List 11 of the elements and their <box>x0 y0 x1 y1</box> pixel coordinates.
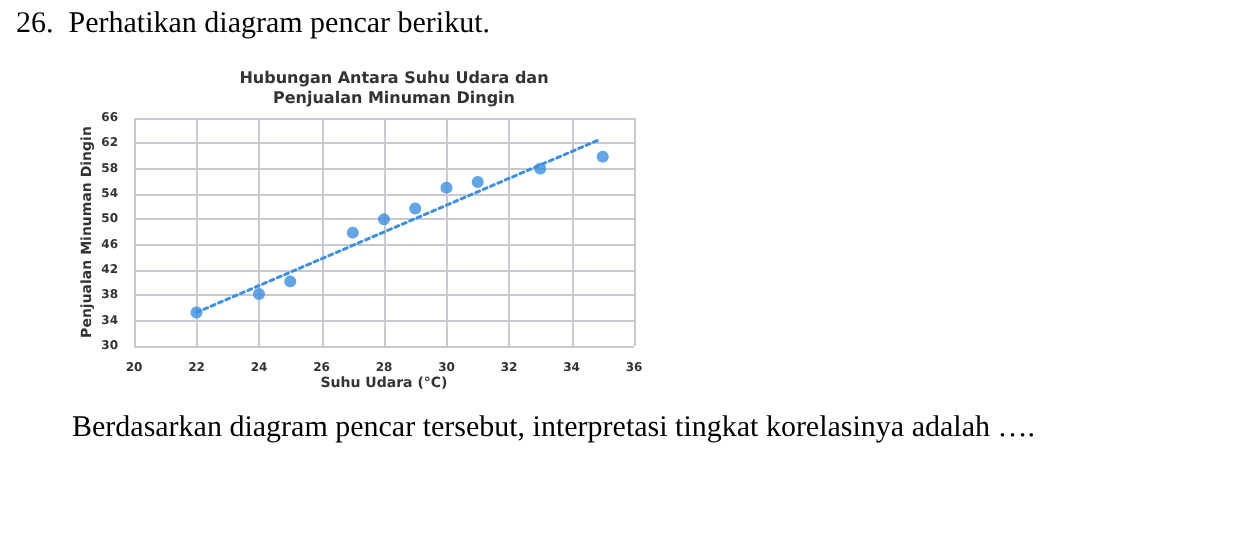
point <box>409 202 422 215</box>
point <box>471 175 484 188</box>
point <box>596 150 609 163</box>
chart-title: Hubungan Antara Suhu Udara dan Penjualan Minuman Dingin <box>239 69 550 107</box>
point <box>253 288 265 301</box>
point <box>346 226 359 239</box>
point <box>378 213 390 226</box>
text: Berdasarkan diagram pencar tersebut, interpretasi tingkat korelasinya adalah …. <box>72 412 1035 446</box>
point <box>440 181 453 194</box>
text: 26. Perhatikan diagram pencar berikut. <box>16 8 490 42</box>
point <box>284 275 297 288</box>
